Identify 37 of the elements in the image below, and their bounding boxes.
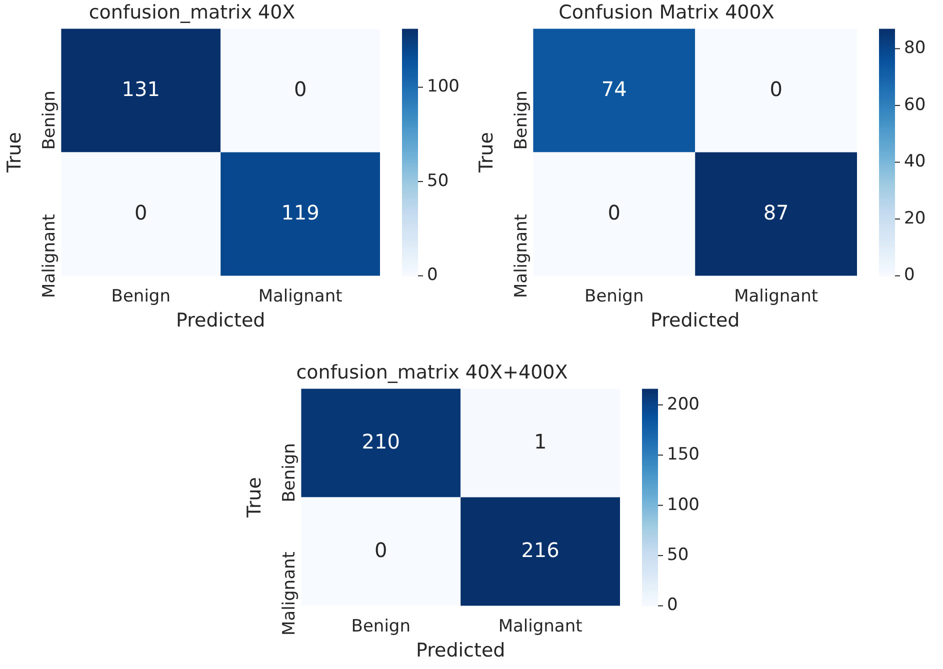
x-tick-label: Malignant xyxy=(734,286,818,306)
color-bar-label: 20 xyxy=(904,208,926,228)
chart-title: Confusion Matrix 400X xyxy=(558,1,774,24)
data-label: 0 xyxy=(374,538,388,562)
chart-title: confusion_matrix 40X xyxy=(88,1,296,24)
color-bar-label: 100 xyxy=(427,76,460,97)
data-label: 119 xyxy=(281,200,320,224)
data-label: 131 xyxy=(122,76,160,101)
data-label: 0 xyxy=(134,200,148,224)
y-axis-title: True xyxy=(475,132,498,174)
data-label: 74 xyxy=(601,76,627,101)
y-axis-title: True xyxy=(3,132,26,174)
chart-title: confusion_matrix 40X+400X xyxy=(296,361,568,384)
data-label: 0 xyxy=(294,76,307,101)
y-axis-title: True xyxy=(243,477,266,518)
color-bar-label: 80 xyxy=(904,38,926,58)
data-label: 216 xyxy=(521,538,560,562)
data-label: 210 xyxy=(362,429,400,454)
color-bar-label: 150 xyxy=(667,444,700,465)
x-axis-title: Predicted xyxy=(176,310,266,332)
x-axis-title: Predicted xyxy=(650,310,740,332)
color-bar-label: 50 xyxy=(427,170,449,191)
color-bar-label: 0 xyxy=(667,595,678,616)
color-bar-label: 0 xyxy=(427,265,438,286)
data-label: 87 xyxy=(763,200,789,224)
color-bar-label: 40 xyxy=(904,152,926,172)
x-tick-label: Benign xyxy=(584,286,644,306)
color-bar-label: 100 xyxy=(667,494,700,515)
data-label: 1 xyxy=(534,429,547,454)
data-label: 0 xyxy=(770,76,782,101)
color-bar-label: 200 xyxy=(667,394,700,414)
x-tick-label: Benign xyxy=(111,286,170,306)
color-bar-label: 50 xyxy=(667,544,689,565)
data-label: 0 xyxy=(608,200,621,224)
color-bar-label: 0 xyxy=(904,265,915,286)
color-bar-label: 60 xyxy=(904,94,926,115)
x-axis-title: Predicted xyxy=(416,640,506,662)
